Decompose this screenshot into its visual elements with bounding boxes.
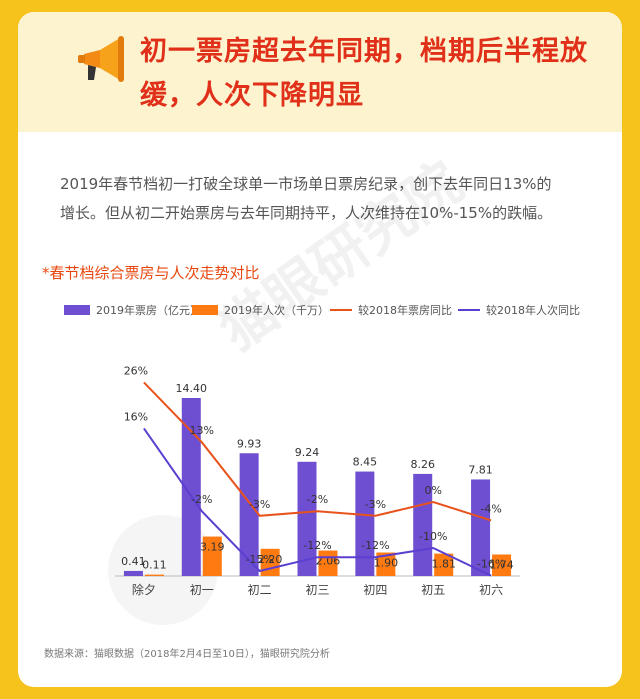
bar-box-office-2 [239, 453, 259, 576]
label-admissions-yoy-6: -16% [477, 558, 505, 571]
label-admissions-5: 1.81 [431, 558, 456, 571]
x-tick-label-5: 初五 [421, 583, 445, 597]
headline-banner: 初一票房超去年同期，档期后半程放 缓，人次下降明显 [18, 12, 622, 132]
chart-title: *春节档综合票房与人次走势对比 [42, 264, 260, 282]
legend-label-box-office: 2019年票房（亿元） [96, 304, 201, 317]
bar-box-office-1 [181, 398, 201, 576]
label-admissions-yoy-5: -10% [419, 530, 447, 543]
headline: 初一票房超去年同期，档期后半程放 缓，人次下降明显 [140, 30, 610, 118]
megaphone-icon [78, 36, 124, 82]
label-admissions-6: 1.74 [489, 558, 514, 571]
legend-box-office: 2019年票房（亿元） [64, 302, 201, 318]
label-box-office-yoy-1: 13% [190, 424, 214, 437]
headline-line-2: 缓，人次下降明显 [140, 80, 364, 111]
bar-box-office-6 [471, 479, 491, 576]
label-box-office-yoy-4: -3% [365, 498, 386, 511]
bar-admissions-5 [434, 553, 454, 576]
label-box-office-5: 8.26 [410, 458, 435, 471]
x-tick-label-6: 初六 [479, 583, 503, 597]
label-admissions-yoy-0: 16% [124, 410, 148, 423]
label-box-office-yoy-0: 26% [124, 364, 148, 377]
legend-swatch-box-office-yoy [330, 309, 352, 311]
label-box-office-2: 9.93 [237, 437, 262, 450]
chart-legend: 2019年票房（亿元） 2019年人次（千万） 较2018年票房同比 较2018… [44, 302, 604, 322]
legend-admissions: 2019年人次（千万） [192, 302, 329, 318]
label-box-office-0: 0.41 [121, 555, 146, 568]
legend-swatch-box-office [64, 305, 90, 315]
line-admissions-yoy [143, 427, 492, 577]
bar-admissions-4 [376, 552, 396, 576]
legend-label-admissions-yoy: 较2018年人次同比 [486, 304, 580, 317]
label-box-office-4: 8.45 [353, 456, 378, 469]
label-admissions-1: 3.19 [200, 541, 225, 554]
bar-box-office-4 [355, 471, 375, 576]
label-box-office-yoy-6: -4% [480, 502, 501, 515]
description-line-1: 2019年春节档初一打破全球单一市场单日票房纪录，创下去年同日13%的 [60, 175, 552, 193]
bar-admissions-1 [202, 536, 222, 576]
x-tick-label-2: 初二 [248, 583, 272, 597]
label-box-office-yoy-5: 0% [424, 484, 441, 497]
label-admissions-4: 1.90 [374, 557, 399, 570]
description: 2019年春节档初一打破全球单一市场单日票房纪录，创下去年同日13%的 增长。但… [60, 170, 596, 228]
bar-box-office-0 [123, 570, 143, 576]
x-tick-label-4: 初四 [363, 583, 387, 597]
bar-box-office-3 [297, 461, 317, 576]
label-admissions-0: 0.11 [142, 559, 167, 572]
label-box-office-3: 9.24 [295, 446, 320, 459]
legend-admissions-yoy: 较2018年人次同比 [458, 302, 580, 318]
label-admissions-yoy-3: -12% [303, 539, 331, 552]
legend-label-admissions: 2019年人次（千万） [224, 304, 329, 317]
label-admissions-yoy-4: -12% [361, 539, 389, 552]
label-box-office-1: 14.40 [176, 382, 208, 395]
label-admissions-yoy-1: -2% [191, 493, 212, 506]
legend-label-box-office-yoy: 较2018年票房同比 [358, 304, 452, 317]
x-tick-label-0: 除夕 [132, 582, 156, 597]
legend-swatch-admissions [192, 305, 218, 315]
label-box-office-yoy-2: -3% [249, 498, 270, 511]
legend-box-office-yoy: 较2018年票房同比 [330, 302, 452, 318]
data-source-note: 数据来源：猫眼数据（2018年2月4日至10日），猫眼研究院分析 [44, 649, 330, 660]
line-box-office-yoy [143, 381, 492, 522]
bar-admissions-0 [144, 574, 164, 576]
description-line-2: 增长。但从初二开始票房与去年同期持平，人次维持在10%-15%的跌幅。 [60, 204, 553, 222]
label-admissions-2: 2.20 [258, 553, 283, 566]
headline-line-1: 初一票房超去年同期，档期后半程放 [140, 36, 588, 67]
x-tick-label-3: 初三 [305, 583, 329, 597]
label-box-office-6: 7.81 [468, 463, 493, 476]
label-box-office-yoy-3: -2% [307, 493, 328, 506]
label-admissions-yoy-2: -15% [245, 553, 273, 566]
x-tick-label-1: 初一 [190, 583, 214, 597]
legend-swatch-admissions-yoy [458, 309, 480, 311]
bar-admissions-6 [492, 554, 512, 576]
